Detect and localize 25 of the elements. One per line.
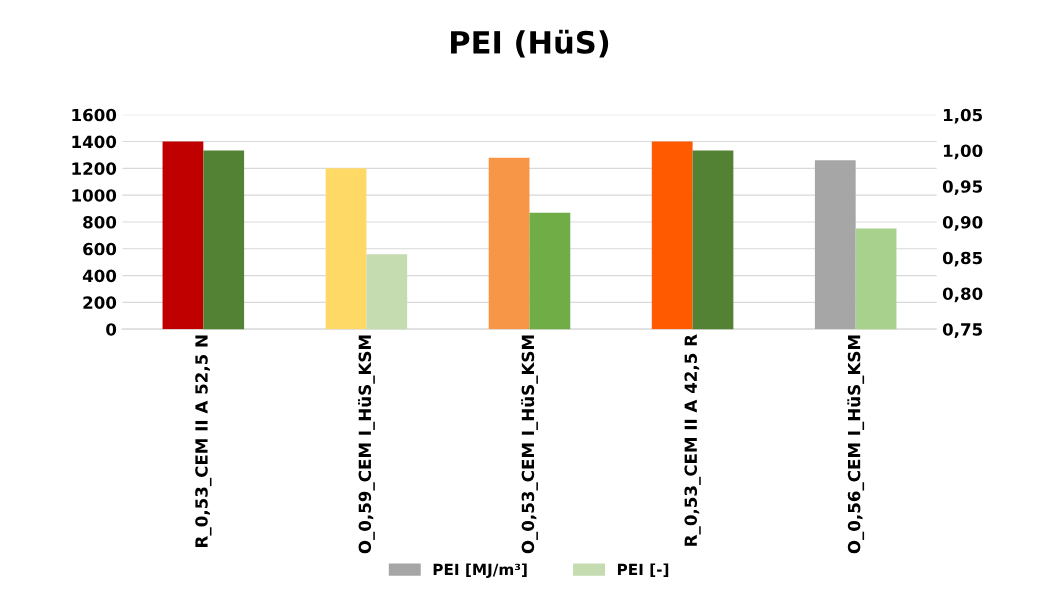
y-tick-label: 1400 [72,135,117,149]
y-tick-label: 1000 [72,189,117,202]
x-tick-label: O_0,59_CEM I_HüS_KSM [358,335,375,554]
x-tick-label: O_0,56_CEM I_HüS_KSM [847,335,865,554]
legend-label: PEI [MJ/m³] [433,563,527,579]
y-tick-label: 200 [83,296,117,309]
y2-tick-label: 0,75 [942,323,983,338]
y-tick-label: 600 [83,242,117,256]
bar [325,168,367,330]
y2-tick-label: 0,80 [942,287,983,303]
y2-tick-label: 0,95 [942,180,983,195]
x-tick-label: O_0,53_CEM I_HüS_KSM [521,335,538,554]
y-tick-label: 1600 [72,108,117,122]
legend-label: PEI [-] [617,563,669,578]
y-tick-label: 400 [82,269,117,283]
y2-tick-label: 0,90 [942,215,983,231]
x-tick-label: R_0,53_CEM II A 42,5 R [684,334,701,546]
y2-tick-label: 0,85 [942,251,983,267]
y-tick-label: 0 [106,323,117,336]
chart-title: PEI (HüS) [451,29,609,58]
x-tick-label: R_0,53_CEM II A 52,5 N [195,335,212,547]
y-tick-label: 800 [83,215,117,229]
y2-tick-label: 1,00 [943,144,983,160]
y2-tick-label: 1,05 [943,108,983,124]
y-tick-label: 1200 [72,162,117,175]
